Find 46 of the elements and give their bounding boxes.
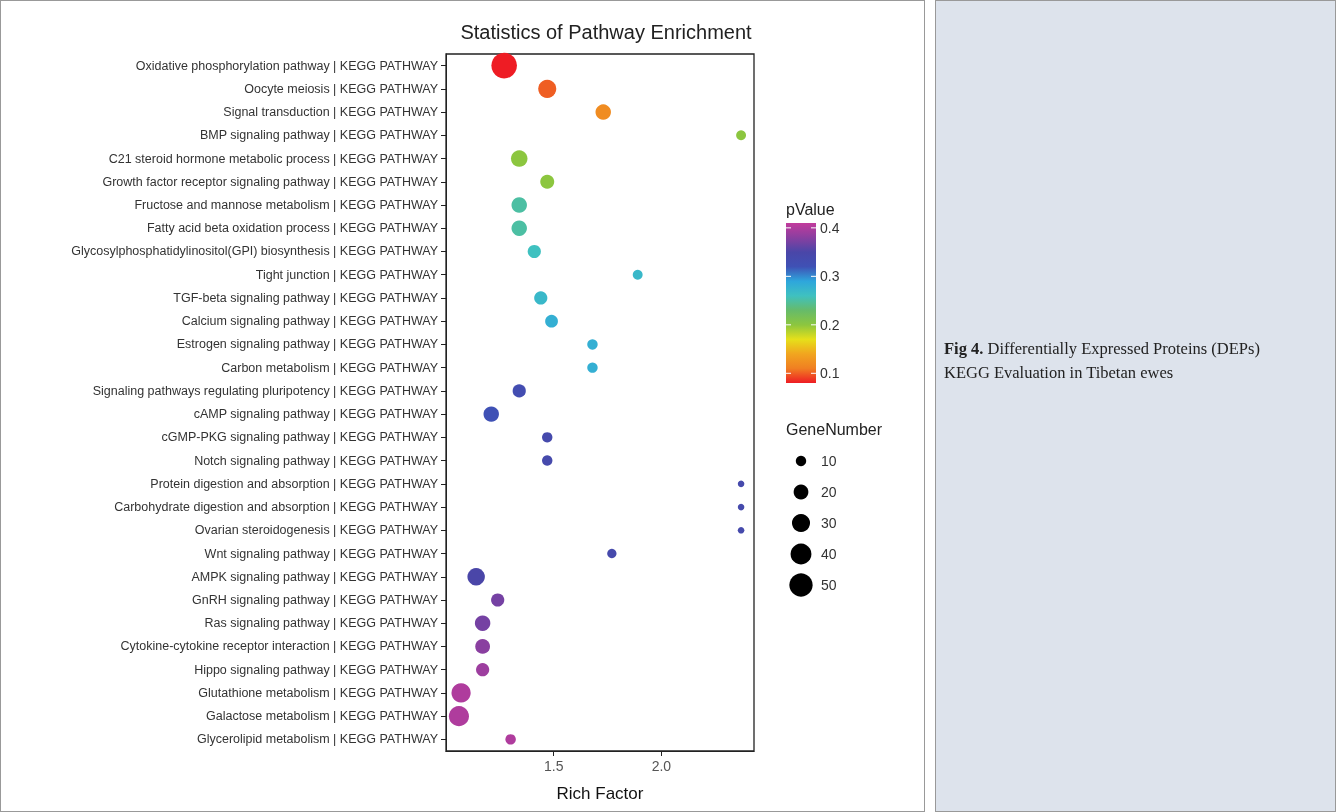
y-tick-label: Ovarian steroidogenesis | KEGG PATHWAY bbox=[194, 523, 439, 538]
y-tick-label: Carbon metabolism | KEGG PATHWAY bbox=[221, 360, 439, 375]
y-tick-label: BMP signaling pathway | KEGG PATHWAY bbox=[199, 128, 439, 143]
y-tick-label: Signal transduction | KEGG PATHWAY bbox=[223, 105, 439, 120]
x-tick-label: 1.5 bbox=[543, 758, 564, 774]
color-bar-label: 0.4 bbox=[820, 219, 840, 236]
y-tick-label: Glycerolipid metabolism | KEGG PATHWAY bbox=[196, 732, 439, 747]
y-tick-label: GnRH signaling pathway | KEGG PATHWAY bbox=[192, 592, 439, 607]
color-bar-label: 0.3 bbox=[820, 268, 840, 285]
legend-label: 30 bbox=[821, 515, 837, 531]
color-bar-label: 0.1 bbox=[820, 365, 840, 382]
y-tick-label: Ras signaling pathway | KEGG PATHWAY bbox=[204, 616, 439, 631]
caption: Fig 4. Differentially Expressed Proteins (DEPs) KEGG Evaluation in Tibetan ewes bbox=[944, 338, 1261, 384]
y-tick-label: TGF-beta signaling pathway | KEGG PATHWAY bbox=[173, 290, 439, 305]
legend-label: 10 bbox=[821, 453, 837, 469]
y-tick-label: C21 steroid hormone metabolic process | KEGG PATHWAY bbox=[108, 151, 439, 166]
legend-label: 50 bbox=[821, 577, 837, 593]
legend-label: 40 bbox=[821, 546, 837, 562]
y-tick-label: Growth factor receptor signaling pathway | KEGG PATHWAY bbox=[102, 174, 439, 189]
x-axis-title: Rich Factor bbox=[556, 784, 644, 803]
y-tick-label: Tight junction | KEGG PATHWAY bbox=[255, 267, 439, 282]
y-tick-label: Glutathione metabolism | KEGG PATHWAY bbox=[198, 685, 439, 700]
y-tick-label: Signaling pathways regulating pluripotency | KEGG PATHWAY bbox=[92, 383, 439, 398]
x-tick-label: 2.0 bbox=[651, 758, 672, 774]
y-tick-label: Galactose metabolism | KEGG PATHWAY bbox=[205, 709, 439, 724]
y-tick-label: Cytokine-cytokine receptor interaction | KEGG PATHWAY bbox=[120, 639, 439, 654]
color-bar-label: 0.2 bbox=[820, 316, 840, 333]
y-tick-label: Estrogen signaling pathway | KEGG PATHWAY bbox=[176, 337, 439, 352]
y-tick-label: Oxidative phosphorylation pathway | KEGG PATHWAY bbox=[135, 58, 439, 73]
chart-title: Statistics of Pathway Enrichment bbox=[460, 21, 753, 43]
legend-label: 20 bbox=[821, 484, 837, 500]
y-tick-label: cAMP signaling pathway | KEGG PATHWAY bbox=[193, 407, 439, 422]
y-tick-label: Carbohydrate digestion and absorption | KEGG PATHWAY bbox=[114, 500, 439, 515]
y-tick-label: Hippo signaling pathway | KEGG PATHWAY bbox=[194, 662, 439, 677]
y-tick-label: Fatty acid beta oxidation process | KEGG PATHWAY bbox=[146, 221, 439, 236]
y-tick-label: Notch signaling pathway | KEGG PATHWAY bbox=[194, 453, 439, 468]
y-tick-label: AMPK signaling pathway | KEGG PATHWAY bbox=[191, 569, 439, 584]
y-tick-label: cGMP-PKG signaling pathway | KEGG PATHWAY bbox=[161, 430, 439, 445]
y-tick-label: Oocyte meiosis | KEGG PATHWAY bbox=[244, 81, 439, 96]
y-tick-label: Protein digestion and absorption | KEGG PATHWAY bbox=[150, 476, 439, 491]
y-tick-label: Glycosylphosphatidylinositol(GPI) biosynthesis | KEGG PATHWAY bbox=[71, 244, 439, 259]
legend-title: GeneNumber bbox=[786, 420, 883, 438]
color-bar-title: pValue bbox=[786, 200, 835, 218]
y-tick-label: Fructose and mannose metabolism | KEGG PATHWAY bbox=[134, 198, 439, 213]
y-tick-label: Wnt signaling pathway | KEGG PATHWAY bbox=[204, 546, 439, 561]
y-tick-label: Calcium signaling pathway | KEGG PATHWAY bbox=[181, 314, 439, 329]
